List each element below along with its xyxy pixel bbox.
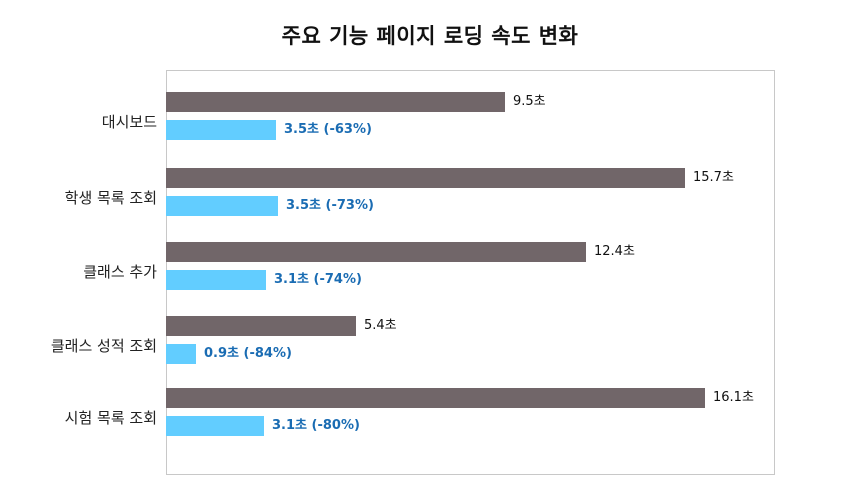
bar-after: [166, 196, 278, 216]
bar-after: [166, 416, 264, 436]
category-label: 클래스 성적 조회: [50, 337, 157, 355]
value-label-after: 3.1초 (-74%): [274, 272, 362, 287]
value-label-before: 5.4초: [364, 318, 397, 333]
value-label-before: 9.5초: [513, 94, 546, 109]
bar-before: [166, 92, 505, 112]
value-label-before: 16.1초: [713, 390, 754, 405]
category-label: 클래스 추가: [83, 263, 157, 281]
chart-title: 주요 기능 페이지 로딩 속도 변화: [281, 24, 579, 48]
value-label-after: 0.9초 (-84%): [204, 346, 292, 361]
value-label-before: 12.4초: [594, 244, 635, 259]
bar-after: [166, 344, 196, 364]
bar-before: [166, 168, 685, 188]
value-label-after: 3.5초 (-63%): [284, 122, 372, 137]
bar-before: [166, 388, 705, 408]
category-label: 학생 목록 조회: [64, 189, 157, 207]
value-label-after: 3.5초 (-73%): [286, 198, 374, 213]
bar-after: [166, 120, 276, 140]
bar-before: [166, 316, 356, 336]
value-label-after: 3.1초 (-80%): [272, 418, 360, 433]
category-label: 대시보드: [101, 113, 157, 131]
category-label: 시험 목록 조회: [64, 409, 157, 427]
bar-after: [166, 270, 266, 290]
bar-before: [166, 242, 586, 262]
value-label-before: 15.7초: [693, 170, 734, 185]
